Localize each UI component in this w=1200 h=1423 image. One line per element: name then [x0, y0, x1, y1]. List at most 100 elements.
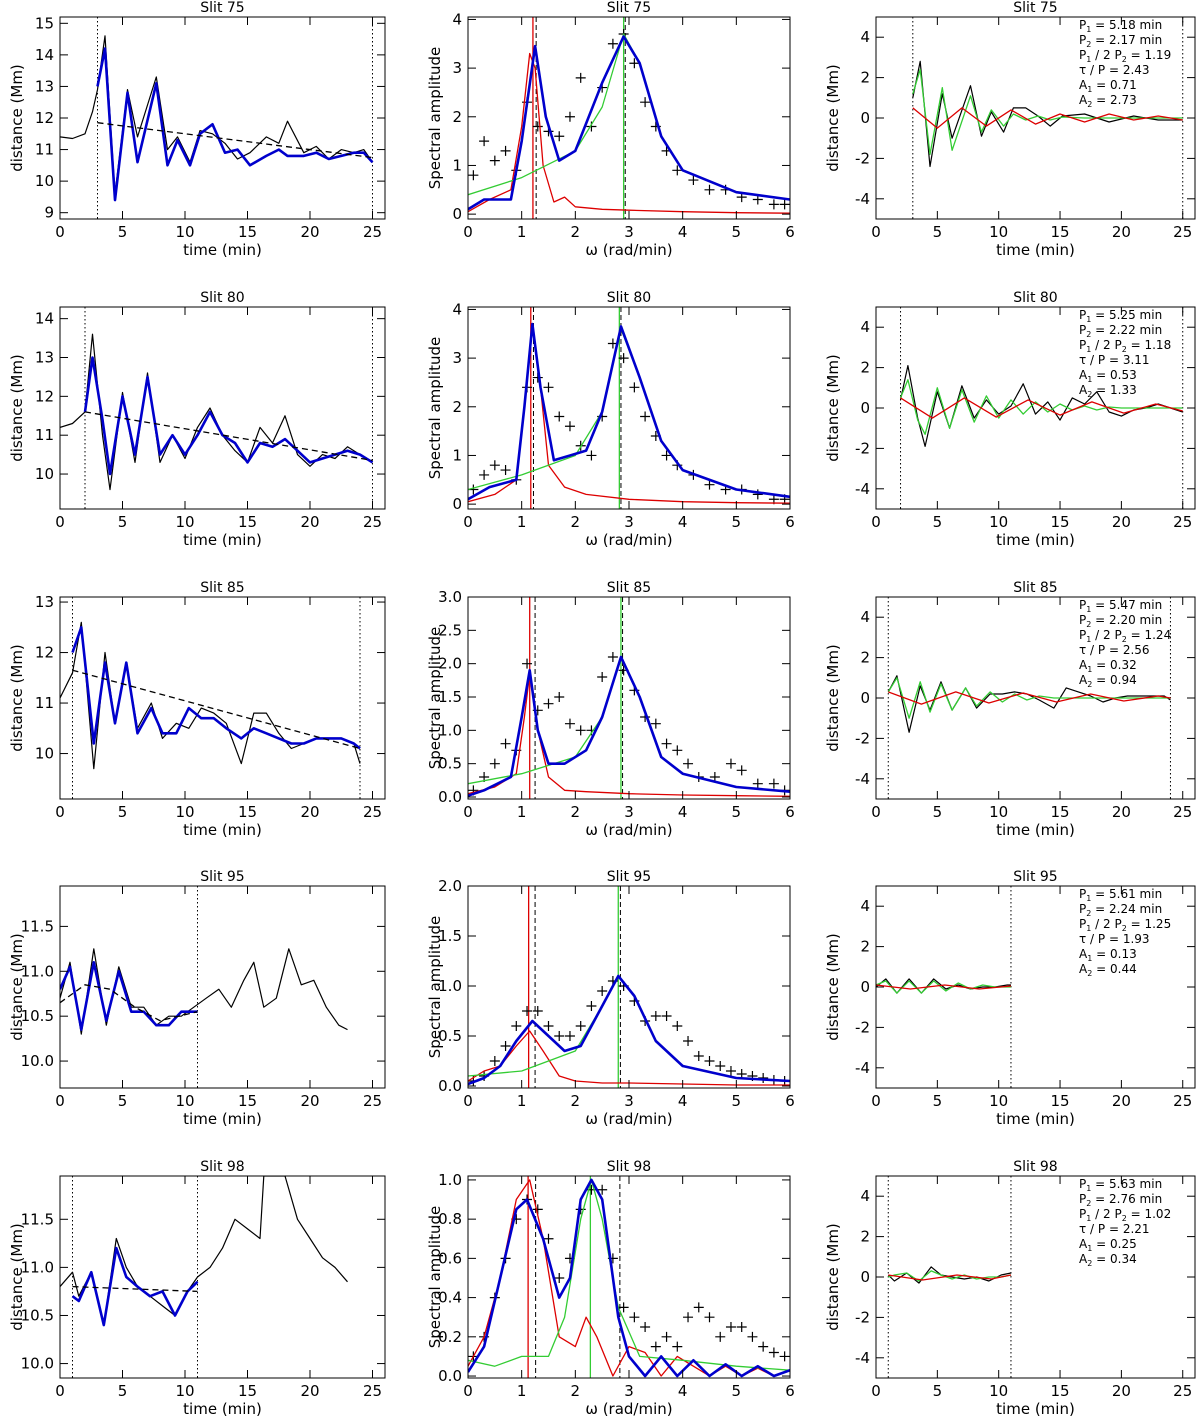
- x-tick-label: 25: [363, 513, 382, 531]
- series-line-blue: [468, 322, 790, 501]
- annotation-text: P2 = 2.24 min: [1079, 902, 1162, 918]
- data-point-cross: [586, 450, 597, 461]
- chart-title: Slit 85: [1013, 580, 1057, 596]
- annotation-value: = 5.63 min: [1091, 1177, 1162, 1191]
- data-point-cross: [683, 758, 694, 769]
- annotation-subscript: 2: [1087, 1259, 1092, 1268]
- series-line-green: [899, 379, 1183, 435]
- data-point-cross: [554, 692, 565, 702]
- y-axis-label: distance (Mm): [824, 1223, 842, 1331]
- x-axis-label: ω (rad/min): [585, 531, 672, 549]
- y-tick-label: 11.0: [21, 962, 54, 980]
- y-tick-label: 0: [860, 399, 870, 417]
- y-tick-label: 0.5: [438, 1027, 462, 1045]
- x-tick-label: 3: [624, 1092, 634, 1110]
- panel-3-2: Slit 85 0 1 2 3 4 5 6 0.0 0.5 1.0 1.5 2.0 2.5 3.0 ω (ra…: [426, 580, 795, 839]
- y-tick-label: 1: [452, 156, 462, 174]
- y-tick-label: 1.0: [438, 1171, 462, 1189]
- x-tick-label: 15: [238, 803, 257, 821]
- series-line-blue: [468, 35, 790, 211]
- x-tick-label: 4: [678, 1382, 688, 1400]
- x-tick-label: 1: [517, 1382, 527, 1400]
- y-tick-label: 4: [452, 300, 462, 318]
- annotation-value: = 1.18: [1127, 338, 1171, 352]
- data-point-cross: [629, 382, 640, 393]
- data-point-cross: [489, 758, 500, 769]
- y-tick-label: 2.0: [438, 655, 462, 673]
- y-tick-label: 4: [452, 10, 462, 28]
- y-tick-label: 1: [452, 446, 462, 464]
- annotation-subscript: 2: [1086, 330, 1091, 339]
- y-tick-label: 0: [860, 109, 870, 127]
- annotation-label: P: [1079, 18, 1086, 32]
- chart-title: Slit 80: [607, 290, 651, 306]
- y-tick-label: 0.8: [438, 1210, 462, 1228]
- y-tick-label: 14: [35, 46, 54, 64]
- y-tick-label: 2.5: [438, 621, 462, 639]
- data-point-cross: [672, 745, 683, 756]
- data-point-cross: [543, 698, 554, 709]
- y-tick-label: 2: [860, 649, 870, 667]
- panel-2-1: Slit 80 0 5 10 15 20 25 10 11 12 13 14 time (min) dis…: [8, 290, 386, 549]
- x-tick-label: 1: [517, 223, 527, 241]
- y-tick-label: 10: [35, 745, 54, 763]
- panel-5-1: Slit 98 0 5 10 15 20 25 10.0 10.5 11.0 11.5 time (m…: [8, 1159, 386, 1418]
- y-tick-label: 1.0: [438, 721, 462, 739]
- annotation-label: τ: [1079, 1222, 1086, 1236]
- data-point-cross: [725, 1066, 736, 1076]
- annotation-value: / 2 P: [1091, 628, 1121, 642]
- y-axis-label: distance (Mm): [824, 933, 842, 1041]
- y-axis-label: distance (Mm): [8, 354, 26, 462]
- annotation-value: = 0.13: [1092, 947, 1136, 961]
- x-tick-label: 0: [55, 803, 65, 821]
- annotation-value: = 1.02: [1127, 1207, 1171, 1221]
- annotation-value: = 5.47 min: [1091, 598, 1162, 612]
- x-tick-label: 0: [55, 1092, 65, 1110]
- series-line-red: [888, 1274, 1012, 1281]
- panel-3-1: Slit 85 0 5 10 15 20 25 10 11 12 13 time (min) dista…: [8, 580, 386, 839]
- plot-area: [912, 17, 1184, 219]
- x-tick-label: 10: [989, 223, 1008, 241]
- y-tick-label: 3: [452, 349, 462, 367]
- chart-title: Slit 85: [200, 580, 244, 596]
- y-tick-label: 0.5: [438, 755, 462, 773]
- x-axis-label: time (min): [996, 821, 1075, 839]
- y-axis-label: Spectral amplitude: [426, 1206, 444, 1349]
- x-tick-label: 6: [785, 803, 795, 821]
- annotation-label: τ: [1079, 643, 1086, 657]
- annotation-label: τ: [1079, 63, 1086, 77]
- x-tick-label: 5: [732, 1382, 742, 1400]
- annotation-label: P: [1079, 338, 1086, 352]
- annotation-text: P1 / 2 P2 = 1.19: [1079, 48, 1171, 64]
- x-tick-label: 15: [238, 223, 257, 241]
- y-axis-label: Spectral amplitude: [426, 916, 444, 1059]
- x-tick-label: 1: [517, 513, 527, 531]
- annotation-subscript: 1: [1087, 85, 1092, 94]
- annotation-subscript: 2: [1086, 1199, 1091, 1208]
- x-tick-label: 15: [1050, 803, 1069, 821]
- x-axis-label: time (min): [183, 821, 262, 839]
- x-tick-label: 20: [1112, 513, 1131, 531]
- annotation-label: A: [1079, 1252, 1088, 1266]
- y-axis-label: distance (Mm): [8, 64, 26, 172]
- y-tick-label: 1.5: [438, 927, 462, 945]
- data-point-cross: [532, 1006, 543, 1016]
- panel-4-3: Slit 95 0 5 10 15 20 25 -4 -2 0 2 4 time (min) distan…: [824, 869, 1196, 1128]
- y-tick-label: 13: [35, 77, 54, 95]
- data-point-cross: [543, 382, 554, 393]
- y-tick-label: 0: [452, 205, 462, 223]
- data-point-cross: [489, 1056, 500, 1066]
- data-point-cross: [672, 165, 683, 176]
- series-line-measured: [60, 333, 373, 491]
- annotation-text: A2 = 0.94: [1079, 673, 1137, 689]
- x-tick-label: 0: [463, 513, 473, 531]
- x-tick-label: 0: [463, 223, 473, 241]
- annotation-value: = 0.44: [1092, 962, 1136, 976]
- x-tick-label: 15: [1050, 513, 1069, 531]
- x-tick-label: 2: [571, 803, 581, 821]
- series-line-fit: [83, 356, 374, 476]
- annotation-label: A: [1079, 368, 1088, 382]
- data-point-cross: [500, 738, 511, 749]
- chart-title: Slit 95: [1013, 869, 1057, 885]
- series-line-red: [888, 691, 1171, 705]
